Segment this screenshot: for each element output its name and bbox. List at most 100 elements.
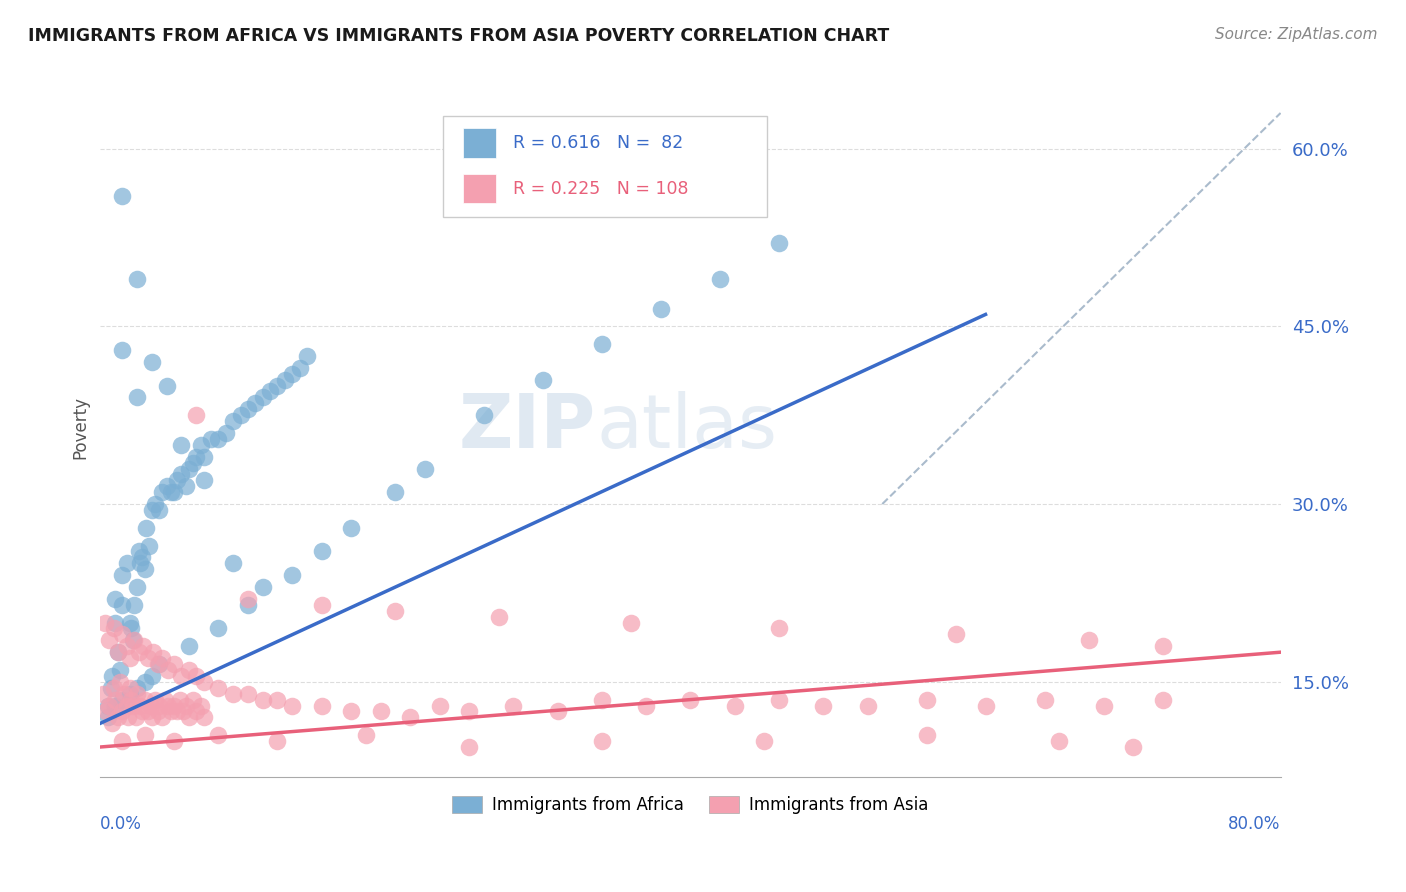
Point	[215, 425, 238, 440]
Legend: Immigrants from Africa, Immigrants from Asia: Immigrants from Africa, Immigrants from …	[446, 789, 935, 821]
Point	[531, 373, 554, 387]
Point	[974, 698, 997, 713]
Point	[134, 674, 156, 689]
Text: atlas: atlas	[596, 391, 778, 464]
Point	[370, 705, 392, 719]
Point	[148, 698, 170, 713]
Point	[112, 687, 135, 701]
Point	[207, 728, 229, 742]
Point	[311, 698, 333, 713]
Point	[111, 598, 134, 612]
Point	[915, 728, 938, 742]
Point	[125, 710, 148, 724]
Point	[107, 645, 129, 659]
Point	[193, 450, 215, 464]
Point	[174, 698, 197, 713]
Text: 80.0%: 80.0%	[1229, 815, 1281, 833]
Point	[384, 485, 406, 500]
Point	[754, 734, 776, 748]
Text: IMMIGRANTS FROM AFRICA VS IMMIGRANTS FROM ASIA POVERTY CORRELATION CHART: IMMIGRANTS FROM AFRICA VS IMMIGRANTS FRO…	[28, 27, 890, 45]
Point	[150, 485, 173, 500]
Point	[104, 615, 127, 630]
Point	[141, 710, 163, 724]
Point	[166, 474, 188, 488]
Point	[163, 485, 186, 500]
Point	[127, 681, 149, 695]
Point	[229, 408, 252, 422]
Point	[170, 438, 193, 452]
Point	[177, 663, 200, 677]
Point	[281, 367, 304, 381]
Point	[340, 521, 363, 535]
Point	[281, 568, 304, 582]
Point	[160, 705, 183, 719]
Point	[186, 408, 208, 422]
Point	[120, 692, 142, 706]
Point	[340, 705, 363, 719]
Text: 0.0%: 0.0%	[100, 815, 142, 833]
Text: R = 0.616   N =  82: R = 0.616 N = 82	[513, 134, 683, 153]
Point	[1122, 739, 1144, 754]
Point	[97, 698, 120, 713]
Point	[591, 692, 613, 706]
Point	[186, 669, 208, 683]
Point	[193, 710, 215, 724]
Point	[124, 633, 146, 648]
Point	[170, 669, 193, 683]
Point	[150, 710, 173, 724]
Point	[207, 432, 229, 446]
Point	[190, 698, 212, 713]
Point	[139, 698, 162, 713]
Point	[429, 698, 451, 713]
Text: ZIP: ZIP	[458, 391, 596, 464]
Point	[111, 343, 134, 357]
Point	[141, 355, 163, 369]
Point	[236, 402, 259, 417]
Point	[186, 450, 208, 464]
Point	[281, 698, 304, 713]
Point	[118, 687, 141, 701]
Point	[163, 657, 186, 671]
Point	[177, 461, 200, 475]
Point	[127, 580, 149, 594]
Point	[163, 734, 186, 748]
Point	[118, 615, 141, 630]
Point	[207, 681, 229, 695]
Point	[136, 651, 159, 665]
Point	[157, 663, 180, 677]
Point	[160, 485, 183, 500]
Point	[166, 705, 188, 719]
Point	[129, 557, 152, 571]
Point	[131, 705, 153, 719]
Point	[181, 456, 204, 470]
Point	[266, 378, 288, 392]
Point	[207, 622, 229, 636]
Point	[129, 698, 152, 713]
Point	[155, 692, 177, 706]
Point	[101, 716, 124, 731]
Point	[288, 360, 311, 375]
Point	[193, 474, 215, 488]
Point	[96, 705, 118, 719]
Point	[157, 698, 180, 713]
Point	[222, 687, 245, 701]
Point	[156, 378, 179, 392]
Point	[134, 728, 156, 742]
Point	[222, 414, 245, 428]
Point	[117, 710, 139, 724]
Point	[236, 598, 259, 612]
Point	[200, 432, 222, 446]
Point	[915, 692, 938, 706]
Point	[111, 189, 134, 203]
Point	[97, 710, 120, 724]
Point	[98, 698, 121, 713]
Point	[136, 705, 159, 719]
Point	[127, 272, 149, 286]
FancyBboxPatch shape	[443, 116, 768, 218]
Point	[266, 734, 288, 748]
Point	[488, 609, 510, 624]
Point	[190, 438, 212, 452]
Point	[172, 705, 194, 719]
Point	[813, 698, 835, 713]
Point	[104, 698, 127, 713]
